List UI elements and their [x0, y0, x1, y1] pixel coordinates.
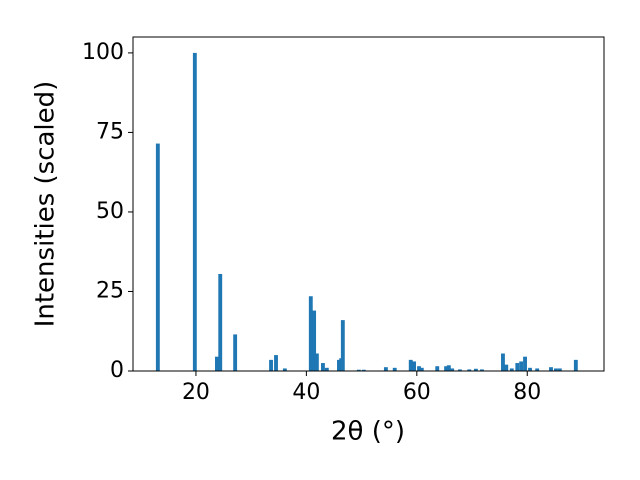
- bar: [417, 366, 421, 371]
- x-axis-label: 2θ (°): [331, 417, 405, 447]
- bar: [519, 361, 524, 371]
- bar: [383, 367, 388, 371]
- bar: [233, 334, 238, 371]
- bar: [446, 365, 451, 371]
- bar: [321, 363, 325, 371]
- bar: [274, 355, 278, 371]
- bar: [337, 359, 341, 371]
- bar: [192, 52, 197, 372]
- bar: [523, 356, 527, 371]
- y-tick-label: 0: [110, 358, 124, 383]
- y-tick-label: 75: [96, 119, 124, 144]
- bar: [408, 359, 413, 371]
- bar: [218, 273, 223, 371]
- bar: [269, 359, 273, 371]
- bar: [444, 366, 449, 371]
- x-tick-label: 40: [292, 380, 320, 405]
- x-tick-label: 80: [513, 380, 541, 405]
- bar: [312, 310, 317, 371]
- bar: [467, 369, 472, 371]
- bar: [504, 364, 509, 371]
- bar: [155, 143, 160, 371]
- bar: [340, 320, 345, 371]
- y-tick-label: 25: [96, 278, 124, 303]
- bar: [361, 369, 366, 371]
- bar: [535, 368, 540, 371]
- bar: [214, 356, 219, 371]
- bar: [509, 368, 514, 371]
- bar: [392, 367, 397, 371]
- y-tick-label: 50: [96, 199, 124, 224]
- x-tick-label: 20: [182, 380, 210, 405]
- plot-frame: [132, 36, 605, 372]
- bar: [501, 353, 505, 371]
- bar: [528, 367, 532, 371]
- bar: [308, 296, 313, 371]
- bar: [473, 368, 478, 371]
- bar: [480, 369, 484, 371]
- bar: [435, 366, 440, 371]
- bar: [324, 367, 329, 371]
- y-axis-label: Intensities (scaled): [31, 81, 61, 328]
- bar: [450, 368, 455, 371]
- bar: [457, 369, 462, 371]
- bar: [356, 369, 361, 371]
- bar: [557, 368, 562, 371]
- bar: [282, 368, 287, 371]
- bar: [314, 353, 319, 371]
- y-tick-label: 100: [82, 40, 124, 65]
- bar: [419, 367, 424, 371]
- bar: [554, 368, 558, 371]
- bar: [573, 359, 578, 371]
- x-tick-label: 60: [403, 380, 431, 405]
- bar: [412, 361, 416, 371]
- bar: [515, 363, 520, 371]
- bar: [549, 367, 553, 371]
